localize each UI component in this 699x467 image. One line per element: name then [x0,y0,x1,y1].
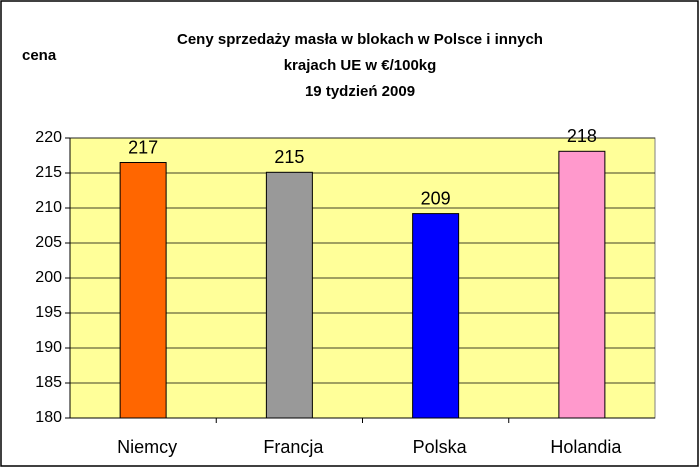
x-tick-label: Holandia [550,437,622,457]
y-axis-label: cena [22,47,57,64]
y-tick-label: 210 [35,199,62,216]
data-label: 217 [128,137,158,157]
data-label: 215 [274,147,304,167]
y-tick-label: 195 [35,304,62,321]
chart-title: Ceny sprzedaży masła w blokach w Polsce … [177,31,543,48]
x-tick-label: Niemcy [117,437,177,457]
y-tick-label: 220 [35,129,62,146]
bar [412,213,460,419]
bar [265,171,313,419]
y-tick-label: 180 [35,409,62,426]
data-label: 218 [567,126,597,146]
data-label: 209 [421,188,451,208]
bar [558,150,606,419]
y-tick-label: 190 [35,339,62,356]
chart-title: 19 tydzień 2009 [305,83,415,100]
y-tick-label: 205 [35,234,62,251]
x-tick-label: Polska [413,437,468,457]
x-tick-label: Francja [263,437,324,457]
y-tick-label: 215 [35,164,62,181]
bar [119,162,167,419]
chart-title: krajach UE w €/100kg [284,57,437,74]
y-tick-label: 200 [35,269,62,286]
y-tick-label: 185 [35,374,62,391]
